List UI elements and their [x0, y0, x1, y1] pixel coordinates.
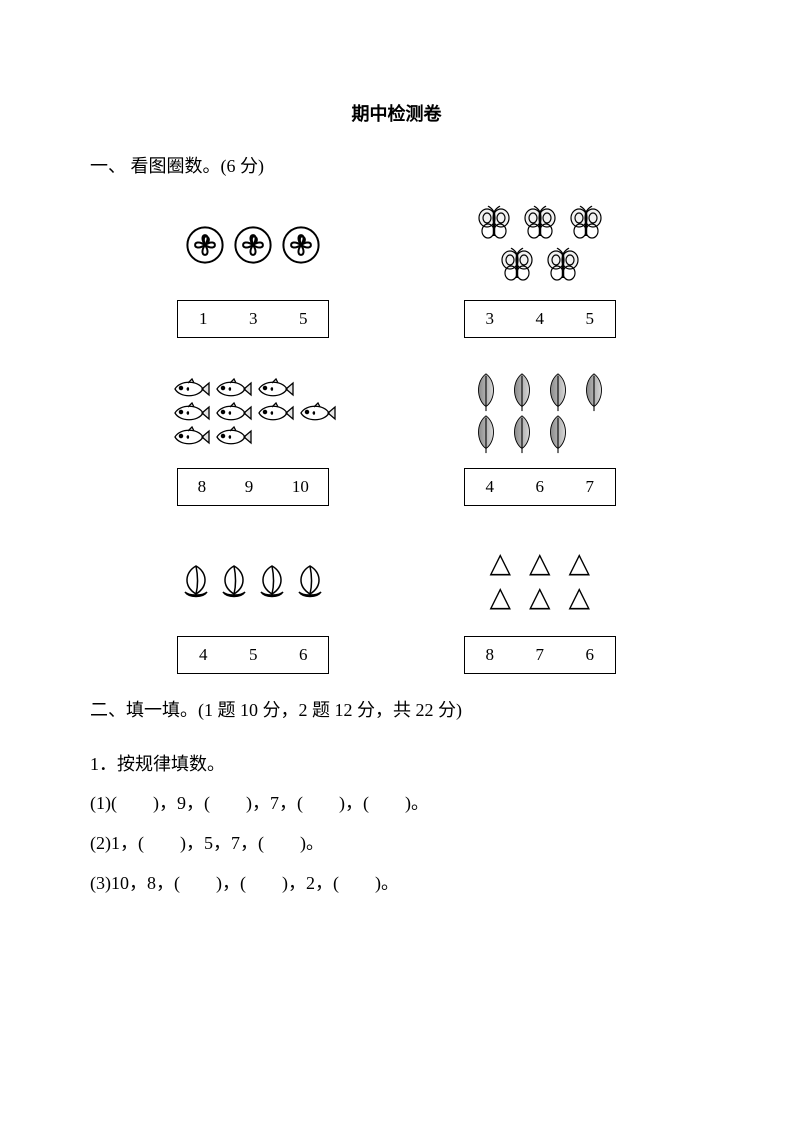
choice[interactable]: 4	[536, 309, 545, 329]
peach-icon	[217, 562, 251, 600]
leaf-icon	[471, 414, 501, 454]
fish-icon	[212, 425, 252, 449]
butterfly-icon	[543, 246, 583, 286]
fish-icon	[254, 401, 294, 425]
leaf-icon	[543, 414, 573, 454]
leaf-icon	[543, 372, 573, 412]
choice[interactable]: 4	[486, 477, 495, 497]
choice[interactable]: 10	[292, 477, 309, 497]
q-cell-butterflies: 3 4 5	[417, 200, 664, 338]
answer-box[interactable]: 8 9 10	[177, 468, 329, 506]
triangle-icon: △△△	[471, 584, 608, 612]
flowers-image	[183, 200, 323, 290]
flower-icon	[279, 223, 323, 267]
flower-icon	[231, 223, 275, 267]
leaf-icon	[507, 372, 537, 412]
page-title: 期中检测卷	[90, 100, 703, 126]
choice[interactable]: 6	[299, 645, 308, 665]
leaves-image	[471, 368, 609, 458]
leaf-icon	[471, 372, 501, 412]
choice[interactable]: 5	[586, 309, 595, 329]
peach-icon	[255, 562, 289, 600]
butterfly-icon	[566, 204, 606, 244]
choice[interactable]: 7	[586, 477, 595, 497]
fish-icon	[212, 377, 252, 401]
q-cell-flowers: 1 3 5	[130, 200, 377, 338]
flower-icon	[183, 223, 227, 267]
butterfly-icon	[497, 246, 537, 286]
fish-icon	[254, 377, 294, 401]
answer-box[interactable]: 8 7 6	[464, 636, 616, 674]
peach-icon	[293, 562, 327, 600]
fish-icon	[296, 401, 336, 425]
choice[interactable]: 8	[486, 645, 495, 665]
butterflies-image	[430, 200, 650, 290]
choice[interactable]: 5	[299, 309, 308, 329]
peaches-image	[179, 536, 327, 626]
answer-box[interactable]: 3 4 5	[464, 300, 616, 338]
q-cell-peaches: 4 5 6	[130, 536, 377, 674]
butterfly-icon	[520, 204, 560, 244]
choice[interactable]: 3	[249, 309, 258, 329]
choice[interactable]: 1	[199, 309, 208, 329]
choice[interactable]: 6	[536, 477, 545, 497]
section1-heading: 一、 看图圈数。(6 分)	[90, 150, 703, 182]
q-cell-fish: 8 9 10	[130, 368, 377, 506]
answer-box[interactable]: 4 6 7	[464, 468, 616, 506]
fish-icon	[170, 425, 210, 449]
answer-box[interactable]: 1 3 5	[177, 300, 329, 338]
section2-q3: (3)10，8，( )，( )，2，( )。	[90, 864, 703, 904]
choice[interactable]: 4	[199, 645, 208, 665]
fish-icon	[170, 377, 210, 401]
section2-heading: 二、填一填。(1 题 10 分，2 题 12 分，共 22 分)	[90, 694, 703, 726]
section2-sub1: 1．按规律填数。	[90, 745, 703, 785]
butterfly-icon	[474, 204, 514, 244]
q-cell-triangles: △△△ △△△ 8 7 6	[417, 536, 664, 674]
q-cell-leaves: 4 6 7	[417, 368, 664, 506]
choice[interactable]: 8	[198, 477, 207, 497]
section2-q1: (1)( )，9，( )，7，( )，( )。	[90, 784, 703, 824]
leaf-icon	[507, 414, 537, 454]
choice[interactable]: 6	[586, 645, 595, 665]
triangle-icon: △△△	[471, 550, 608, 578]
choice[interactable]: 3	[486, 309, 495, 329]
choice[interactable]: 9	[245, 477, 254, 497]
choice[interactable]: 5	[249, 645, 258, 665]
peach-icon	[179, 562, 213, 600]
question-grid: 1 3 5 3 4 5	[90, 200, 703, 694]
fish-image	[170, 368, 336, 458]
leaf-icon	[579, 372, 609, 412]
answer-box[interactable]: 4 5 6	[177, 636, 329, 674]
triangles-image: △△△ △△△	[471, 536, 608, 626]
fish-icon	[170, 401, 210, 425]
section2-q2: (2)1，( )，5，7，( )。	[90, 824, 703, 864]
choice[interactable]: 7	[536, 645, 545, 665]
fish-icon	[212, 401, 252, 425]
